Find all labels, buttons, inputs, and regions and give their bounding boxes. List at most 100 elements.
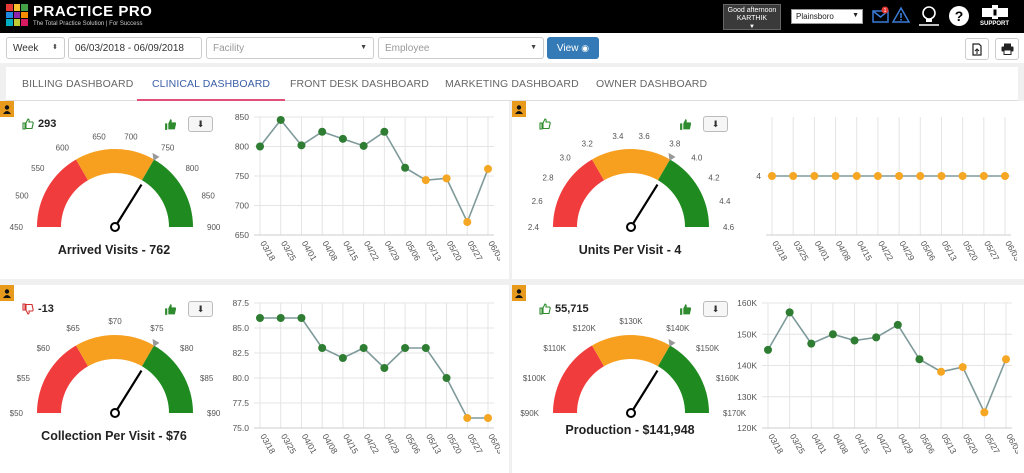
data-point[interactable] [463,414,472,422]
facility-placeholder: Facility [213,43,245,54]
x-tick-label: 04/29 [383,432,402,456]
data-point[interactable] [768,172,776,180]
export-file-icon [972,42,982,56]
app-logo[interactable]: PRACTICE PRO The Total Practice Solution… [6,4,152,28]
data-point[interactable] [421,344,430,352]
data-point[interactable] [297,141,306,150]
data-point[interactable] [401,344,410,352]
data-point[interactable] [958,172,967,180]
lightbulb-icon[interactable] [918,4,940,33]
data-point[interactable] [484,414,492,422]
gauge-needle [114,184,143,228]
series-line [259,118,489,225]
caret-down-icon: ▼ [749,24,755,30]
export-button[interactable] [965,38,989,60]
download-button[interactable]: ⬇ [703,116,728,132]
facility-select[interactable]: Facility ▼ [206,37,374,59]
gauge-hub [110,408,120,418]
download-button[interactable]: ⬇ [188,301,213,317]
data-point[interactable] [850,336,859,345]
data-point[interactable] [276,314,285,322]
data-point[interactable] [958,363,967,372]
data-point[interactable] [764,345,772,354]
download-button[interactable]: ⬇ [703,301,728,317]
data-point[interactable] [873,172,882,180]
data-point[interactable] [852,172,861,180]
period-select[interactable]: Week ⬍ [6,37,65,59]
employee-select[interactable]: Employee ▼ [378,37,544,59]
print-button[interactable] [995,38,1019,60]
thumbs-up-icon [680,304,692,315]
data-point[interactable] [1001,172,1009,180]
person-icon [0,101,14,117]
x-tick-label: 05/06 [403,432,422,456]
data-point[interactable] [807,339,816,348]
data-point[interactable] [828,330,837,339]
download-button[interactable]: ⬇ [188,116,213,132]
data-point[interactable] [810,172,819,180]
gauge-hub [626,222,636,232]
data-point[interactable] [463,218,472,227]
data-point[interactable] [915,355,924,364]
data-point[interactable] [442,374,451,382]
data-point[interactable] [831,172,840,180]
data-point[interactable] [380,364,389,372]
data-point[interactable] [979,172,988,180]
tab-clinical-dashboard[interactable]: Clinical Dashboard [137,67,286,101]
warning-icon[interactable] [891,6,911,29]
period-value: Week [13,43,39,54]
gauge-tick-label: $70 [108,317,122,326]
data-point[interactable] [297,314,306,322]
gauge-tick-label: $110K [543,344,566,353]
view-button[interactable]: View ◉ [547,37,599,59]
gauge-band-mid [592,335,670,367]
data-point[interactable] [789,172,798,180]
data-point[interactable] [484,164,492,173]
data-point[interactable] [359,141,368,150]
tab-marketing-dashboard[interactable]: Marketing Dashboard [445,78,579,90]
data-point[interactable] [893,320,902,329]
help-icon[interactable]: ? [948,5,970,32]
x-tick-label: 05/13 [940,239,959,263]
support-label[interactable]: SUPPORT [980,21,1010,27]
user-menu[interactable]: Good afternoon KARTHIK ▼ [723,4,781,30]
data-point[interactable] [256,142,264,151]
data-point[interactable] [980,408,989,417]
data-point[interactable] [338,354,347,362]
data-point[interactable] [872,333,881,342]
data-point[interactable] [937,367,946,376]
gauge-tick-label: 4.6 [723,223,735,232]
data-point[interactable] [916,172,925,180]
location-value: Plainsboro [796,12,834,21]
data-point[interactable] [359,344,368,352]
data-point[interactable] [421,176,430,185]
gauge-needle [630,370,659,414]
tab-front-desk-dashboard[interactable]: Front Desk Dashboard [290,78,429,90]
messages-icon[interactable]: 1 [872,6,890,29]
person-icon [512,101,526,117]
data-point[interactable] [276,115,285,124]
data-point[interactable] [338,134,347,143]
data-point[interactable] [937,172,946,180]
gauge-hub [110,222,120,232]
date-range-input[interactable]: 06/03/2018 - 06/09/2018 [68,37,202,59]
data-point[interactable] [1002,355,1010,364]
panel-arrived-visits: 293 ⬇ 450 500 550 600 650 700 750 800 850 900 Arr… [0,101,509,279]
data-point[interactable] [318,127,327,136]
support-icon[interactable] [981,4,1009,25]
data-point[interactable] [895,172,904,180]
data-point[interactable] [401,163,410,172]
y-tick-label: 120K [737,423,757,433]
x-tick-label: 05/20 [445,432,464,456]
tab-billing-dashboard[interactable]: Billing Dashboard [22,78,134,90]
data-point[interactable] [380,127,389,136]
data-point[interactable] [256,314,264,322]
x-tick-label: 03/25 [788,432,807,456]
x-tick-label: 04/15 [853,432,872,456]
data-point[interactable] [318,344,327,352]
data-point[interactable] [785,308,794,317]
tab-owner-dashboard[interactable]: Owner Dashboard [596,78,708,90]
location-select[interactable]: Plainsboro ▼ [791,9,863,24]
data-point[interactable] [442,174,451,183]
view-label: View [556,43,579,54]
